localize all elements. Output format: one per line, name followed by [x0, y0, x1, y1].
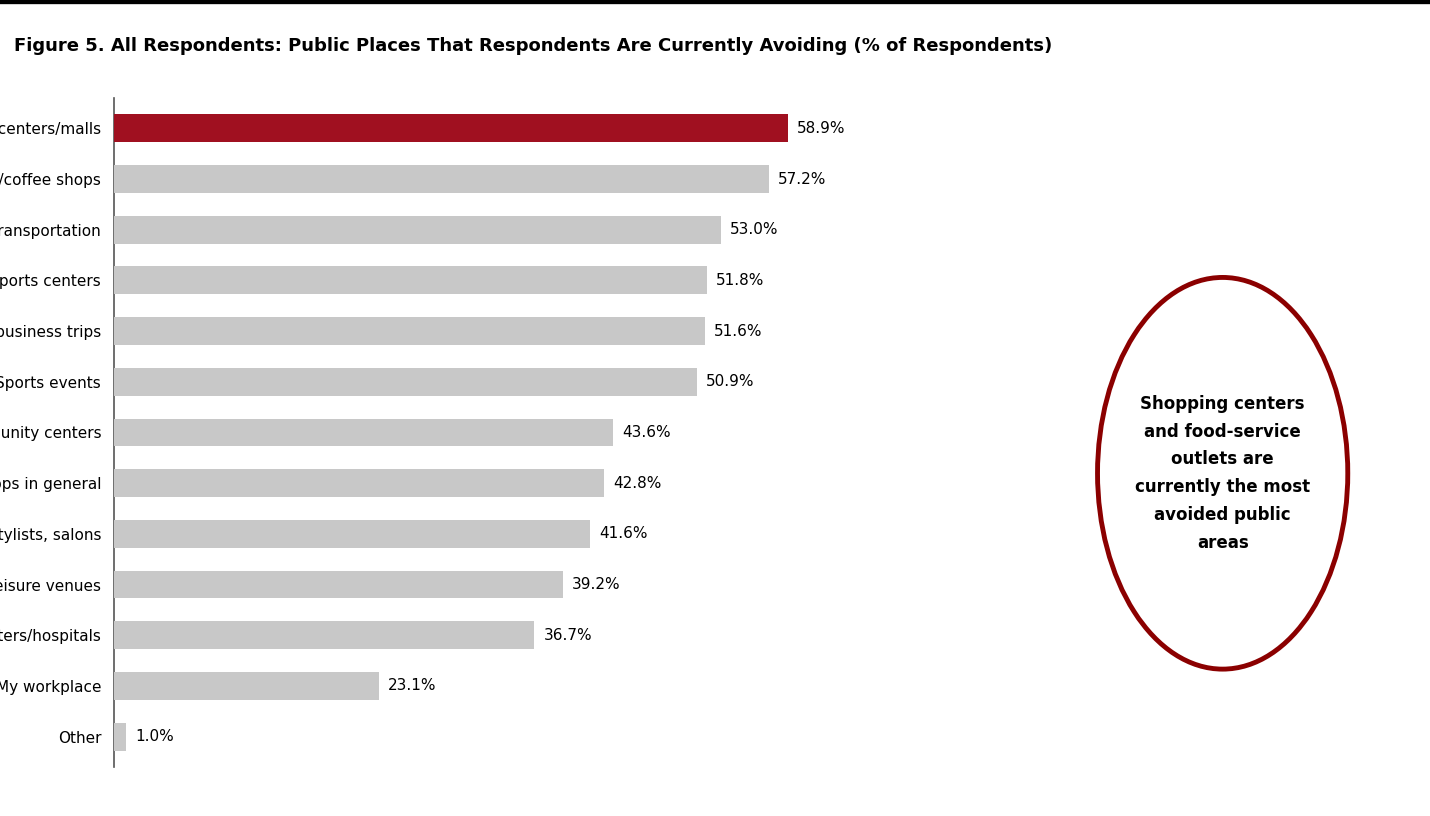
Bar: [114, 368, 696, 396]
Text: 51.6%: 51.6%: [714, 324, 762, 339]
Text: 41.6%: 41.6%: [599, 526, 648, 541]
Bar: [114, 672, 379, 700]
Bar: [114, 723, 126, 751]
Text: 1.0%: 1.0%: [134, 730, 173, 744]
Text: 36.7%: 36.7%: [543, 628, 592, 643]
Bar: [114, 215, 721, 244]
Text: 43.6%: 43.6%: [622, 425, 671, 440]
Bar: [114, 317, 705, 345]
Text: Figure 5. All Respondents: Public Places That Respondents Are Currently Avoiding: Figure 5. All Respondents: Public Places…: [14, 37, 1052, 55]
Text: 58.9%: 58.9%: [798, 121, 847, 135]
Bar: [114, 469, 603, 497]
Text: 23.1%: 23.1%: [388, 678, 436, 694]
Bar: [114, 520, 591, 548]
Bar: [114, 570, 563, 598]
Text: Shopping centers
and food-service
outlets are
currently the most
avoided public
: Shopping centers and food-service outlet…: [1135, 395, 1310, 552]
Text: 39.2%: 39.2%: [572, 577, 621, 592]
Bar: [114, 621, 535, 650]
Text: 53.0%: 53.0%: [729, 222, 778, 237]
Text: 50.9%: 50.9%: [706, 375, 755, 389]
Bar: [114, 267, 706, 295]
Bar: [114, 114, 788, 142]
Text: 42.8%: 42.8%: [613, 476, 662, 490]
Text: 51.8%: 51.8%: [716, 273, 765, 288]
Text: 57.2%: 57.2%: [778, 171, 827, 187]
Bar: [114, 165, 769, 193]
Bar: [114, 419, 613, 446]
